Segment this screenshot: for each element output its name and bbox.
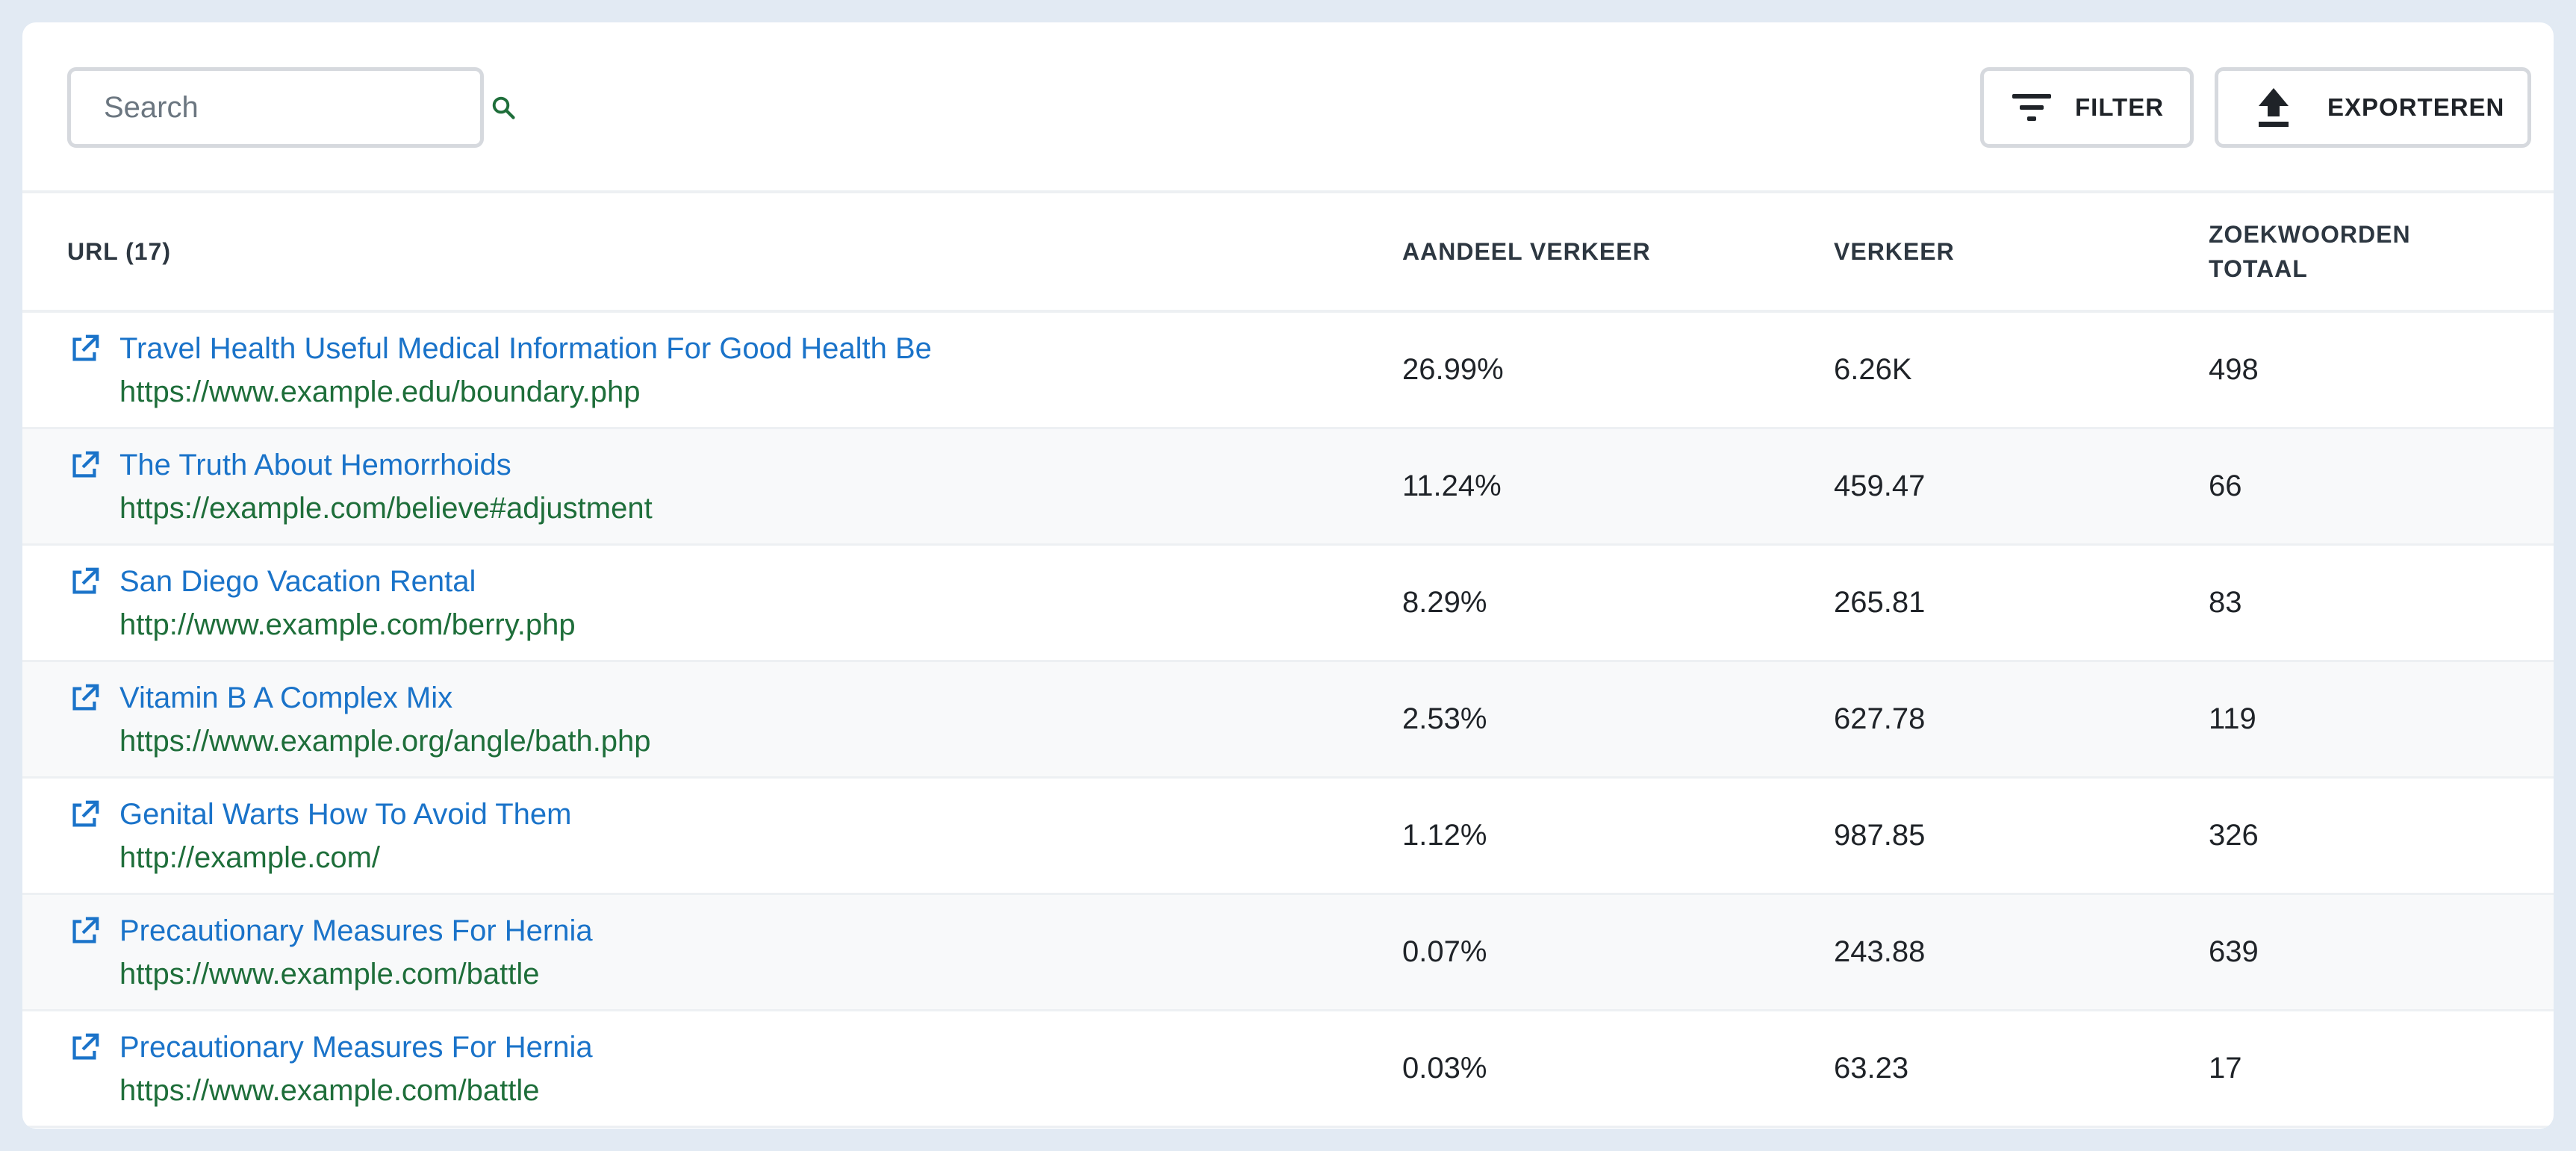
column-header-traffic-share[interactable]: AANDEEL VERKEER — [1402, 238, 1651, 265]
filter-button-label: FILTER — [2075, 93, 2165, 121]
row-traffic: 459.47 — [1834, 470, 1926, 502]
row-keywords-total: 66 — [2209, 470, 2242, 502]
row-keywords-total: 83 — [2209, 586, 2242, 619]
external-link-icon[interactable] — [67, 449, 102, 483]
row-title-link[interactable]: Genital Warts How To Avoid Them — [119, 798, 572, 831]
row-traffic-share: 0.07% — [1402, 935, 1487, 968]
row-traffic: 6.26K — [1834, 353, 1912, 386]
search-box[interactable] — [67, 67, 515, 148]
row-title-link[interactable]: The Truth About Hemorrhoids — [119, 449, 511, 481]
export-button[interactable]: EXPORTEREN — [2215, 67, 2531, 148]
table-header: URL (17) AANDEEL VERKEER VERKEER ZOEKWOO… — [22, 193, 2554, 313]
external-link-icon[interactable] — [67, 681, 102, 716]
row-traffic-share: 2.53% — [1402, 702, 1487, 735]
row-traffic-share: 8.29% — [1402, 586, 1487, 619]
external-link-icon[interactable] — [67, 332, 102, 366]
row-keywords-total: 326 — [2209, 819, 2259, 852]
results-card: FILTER EXPORTEREN URL (17) AANDEEL VERKE… — [22, 22, 2554, 1129]
table-row: Precautionary Measures For Hernia https:… — [22, 1011, 2554, 1128]
column-header-keywords-line2: TOTAAL — [2209, 255, 2308, 282]
row-url: http://www.example.com/berry.php — [119, 608, 576, 641]
row-traffic-share: 0.03% — [1402, 1052, 1487, 1085]
column-header-keywords-line1: ZOEKWOORDEN — [2209, 221, 2411, 248]
row-keywords-total: 498 — [2209, 353, 2259, 386]
export-button-label: EXPORTEREN — [2327, 93, 2505, 121]
row-url: http://example.com/ — [119, 841, 381, 874]
row-title-link[interactable]: Vitamin B A Complex Mix — [119, 681, 453, 714]
table-row: Genital Warts How To Avoid Them http://e… — [22, 779, 2554, 895]
table-row: Precautionary Measures For Hernia https:… — [22, 895, 2554, 1011]
row-traffic: 627.78 — [1834, 702, 1926, 735]
row-keywords-total: 17 — [2209, 1052, 2242, 1085]
row-keywords-total: 119 — [2209, 702, 2256, 735]
external-link-icon[interactable] — [67, 1031, 102, 1065]
row-url: https://example.com/believe#adjustment — [119, 492, 653, 525]
row-url: https://www.example.org/angle/bath.php — [119, 725, 651, 758]
row-keywords-total: 639 — [2209, 935, 2259, 968]
external-link-icon[interactable] — [67, 565, 102, 599]
row-title-link[interactable]: Precautionary Measures For Hernia — [119, 914, 593, 947]
row-traffic: 63.23 — [1834, 1052, 1909, 1085]
row-url: https://www.example.com/battle — [119, 958, 540, 991]
table-row: Vitamin B A Complex Mix https://www.exam… — [22, 662, 2554, 779]
row-title-link[interactable]: Travel Health Useful Medical Information… — [119, 332, 932, 365]
row-traffic: 265.81 — [1834, 586, 1926, 619]
table-row: Travel Health Useful Medical Information… — [22, 313, 2554, 429]
table-body: Travel Health Useful Medical Information… — [22, 313, 2554, 1128]
column-header-traffic[interactable]: VERKEER — [1834, 238, 1955, 265]
row-traffic-share: 26.99% — [1402, 353, 1504, 386]
row-title-link[interactable]: San Diego Vacation Rental — [119, 565, 476, 598]
toolbar: FILTER EXPORTEREN — [22, 22, 2554, 193]
upload-icon — [2251, 85, 2296, 130]
row-traffic-share: 1.12% — [1402, 819, 1487, 852]
table-row: San Diego Vacation Rental http://www.exa… — [22, 546, 2554, 662]
filter-icon — [2009, 85, 2054, 130]
row-traffic: 987.85 — [1834, 819, 1926, 852]
column-header-keywords-total[interactable]: ZOEKWOORDEN TOTAAL — [2209, 193, 2448, 310]
search-input[interactable] — [102, 90, 490, 125]
filter-button[interactable]: FILTER — [1980, 67, 2194, 148]
column-header-url[interactable]: URL (17) — [67, 238, 171, 265]
row-url: https://www.example.edu/boundary.php — [119, 375, 641, 408]
row-title-link[interactable]: Precautionary Measures For Hernia — [119, 1031, 593, 1064]
row-traffic-share: 11.24% — [1402, 470, 1502, 502]
table-row: The Truth About Hemorrhoids https://exam… — [22, 429, 2554, 546]
row-traffic: 243.88 — [1834, 935, 1926, 968]
search-icon[interactable] — [490, 93, 517, 122]
row-url: https://www.example.com/battle — [119, 1074, 540, 1107]
external-link-icon[interactable] — [67, 798, 102, 832]
external-link-icon[interactable] — [67, 914, 102, 949]
